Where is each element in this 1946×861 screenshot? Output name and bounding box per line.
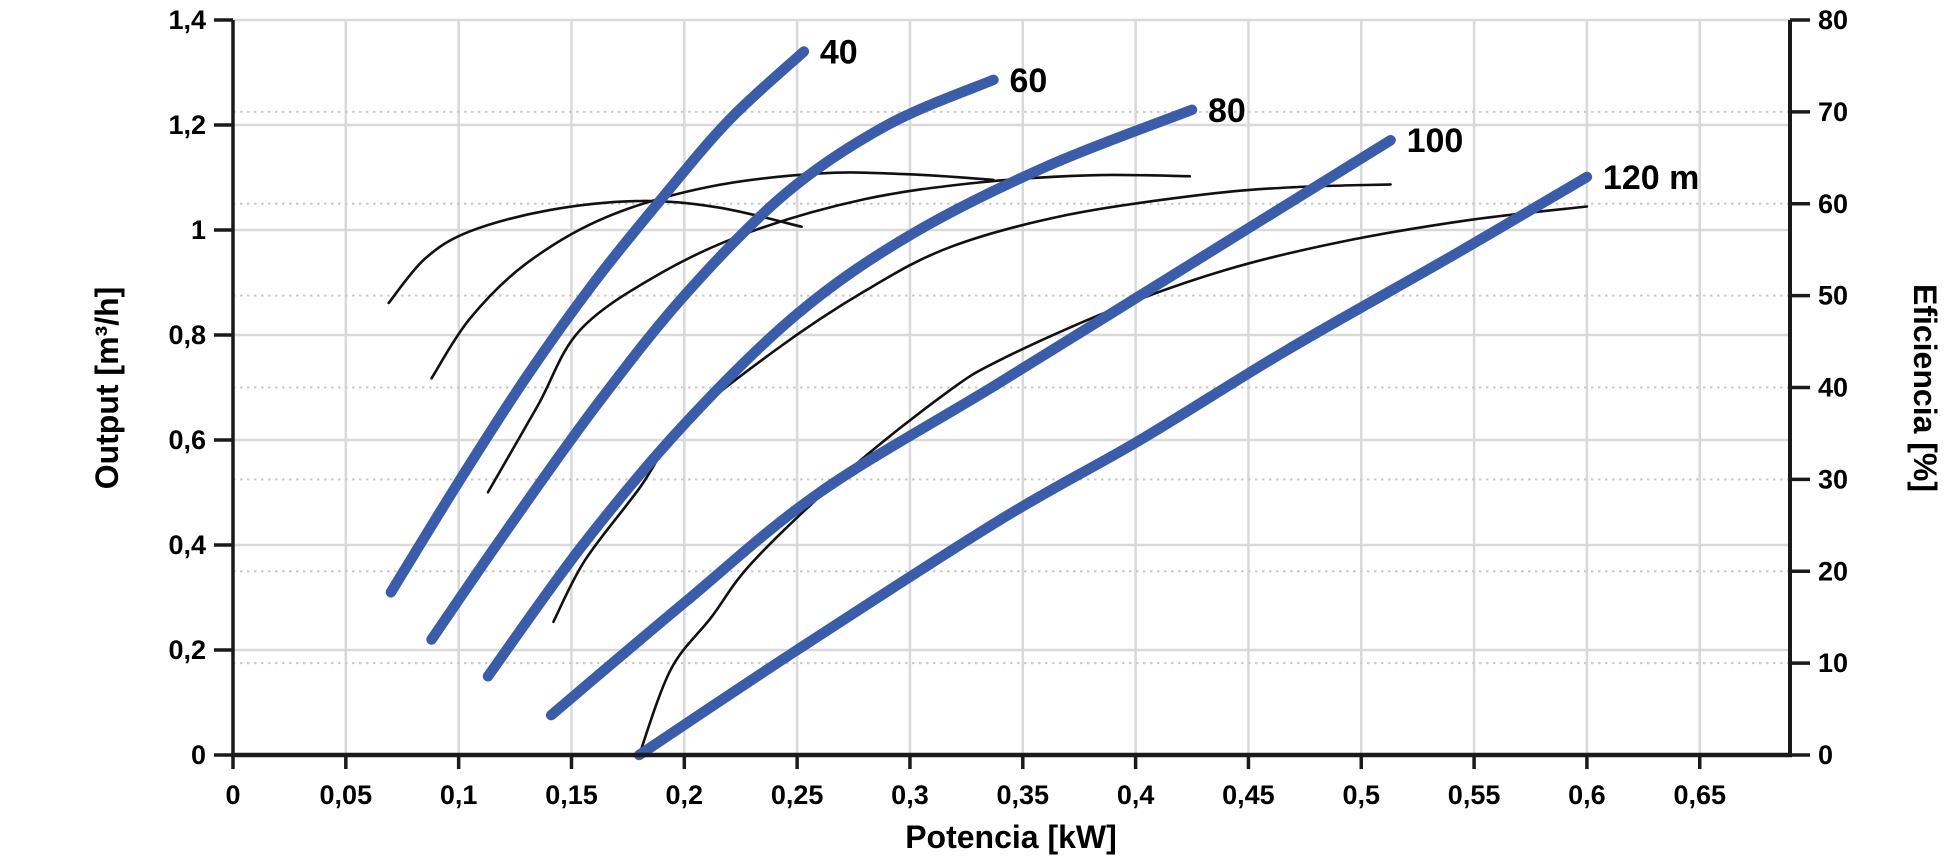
tick-marks bbox=[214, 18, 1810, 769]
head-curves bbox=[385, 46, 1593, 761]
y-right-tick-label: 80 bbox=[1818, 5, 1848, 35]
x-axis-title: Potencia [kW] bbox=[905, 819, 1117, 855]
y-left-tick-label: 0,6 bbox=[168, 425, 206, 455]
head-curve-label-40: 40 bbox=[820, 34, 858, 72]
y-right-tick-label: 60 bbox=[1818, 189, 1848, 219]
head-curve-label-120m: 120 m bbox=[1603, 159, 1699, 197]
y-left-tick-label: 0,8 bbox=[168, 320, 206, 350]
y-left-tick-label: 1 bbox=[191, 215, 206, 245]
x-tick-label: 0,3 bbox=[891, 780, 929, 810]
x-tick-label: 0,15 bbox=[545, 780, 598, 810]
efficiency-curve-120 bbox=[637, 205, 1589, 757]
y-left-tick-label: 0 bbox=[191, 740, 206, 770]
head-curve-label-80: 80 bbox=[1208, 92, 1246, 130]
x-tick-label: 0,5 bbox=[1342, 780, 1380, 810]
y-right-axis-title: Eficiencia [%] bbox=[1907, 284, 1943, 492]
head-curve-120m bbox=[633, 171, 1593, 761]
gridlines bbox=[233, 18, 1790, 755]
head-curve-label-60: 60 bbox=[1009, 62, 1047, 100]
y-right-tick-label: 70 bbox=[1818, 97, 1848, 127]
x-tick-label: 0,4 bbox=[1117, 780, 1155, 810]
y-right-tick-label: 30 bbox=[1818, 464, 1848, 494]
x-tick-label: 0,35 bbox=[997, 780, 1050, 810]
x-tick-label: 0,25 bbox=[771, 780, 824, 810]
y-left-tick-label: 1,2 bbox=[168, 110, 206, 140]
efficiency-curve-100 bbox=[552, 183, 1392, 624]
x-tick-label: 0,1 bbox=[440, 780, 478, 810]
head-curve-100 bbox=[545, 134, 1396, 721]
x-tick-label: 0,55 bbox=[1448, 780, 1501, 810]
y-right-tick-label: 40 bbox=[1818, 373, 1848, 403]
x-tick-label: 0,65 bbox=[1673, 780, 1726, 810]
y-left-axis-title: Output [m³/h] bbox=[89, 287, 125, 490]
y-right-tick-label: 20 bbox=[1818, 556, 1848, 586]
x-tick-label: 0,6 bbox=[1568, 780, 1606, 810]
y-right-tick-label: 0 bbox=[1818, 740, 1833, 770]
x-tick-label: 0,05 bbox=[320, 780, 373, 810]
y-right-tick-label: 50 bbox=[1818, 281, 1848, 311]
curve-labels: 40 60 80 100 120 m bbox=[820, 34, 1699, 197]
y-right-tick-label: 10 bbox=[1818, 648, 1848, 678]
head-curve-80 bbox=[482, 104, 1198, 682]
head-curve-60 bbox=[426, 74, 999, 645]
head-curve-40 bbox=[385, 46, 810, 598]
x-tick-label: 0,2 bbox=[666, 780, 704, 810]
tick-labels: 0 0,2 0,4 0,6 0,8 1 1,2 1,4 0 10 20 30 40 50 60 70 80 0 0,… bbox=[168, 5, 1848, 810]
x-tick-label: 0 bbox=[225, 780, 240, 810]
efficiency-curve-40 bbox=[387, 199, 803, 305]
y-left-tick-label: 0,4 bbox=[168, 530, 206, 560]
efficiency-curves bbox=[387, 171, 1589, 757]
x-tick-label: 0,45 bbox=[1222, 780, 1275, 810]
head-curve-label-100: 100 bbox=[1407, 122, 1464, 160]
y-left-tick-label: 1,4 bbox=[168, 5, 206, 35]
y-left-tick-label: 0,2 bbox=[168, 635, 206, 665]
